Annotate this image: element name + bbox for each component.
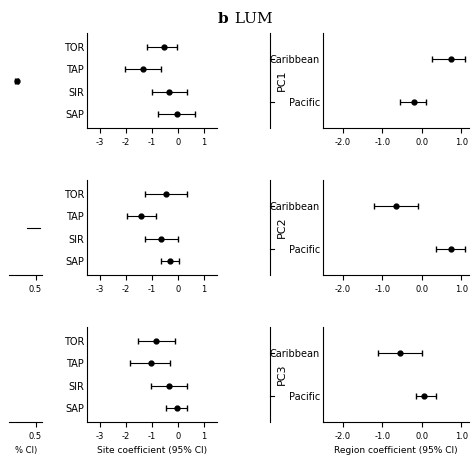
Text: PC1: PC1 (277, 70, 287, 91)
Text: PC2: PC2 (277, 217, 287, 238)
X-axis label: Site coefficient (95% CI): Site coefficient (95% CI) (97, 446, 207, 455)
Text: PC3: PC3 (277, 364, 287, 385)
Text: LUM: LUM (230, 12, 273, 26)
Text: b: b (218, 12, 228, 26)
X-axis label: % CI): % CI) (15, 446, 37, 455)
X-axis label: Region coefficient (95% CI): Region coefficient (95% CI) (334, 446, 458, 455)
